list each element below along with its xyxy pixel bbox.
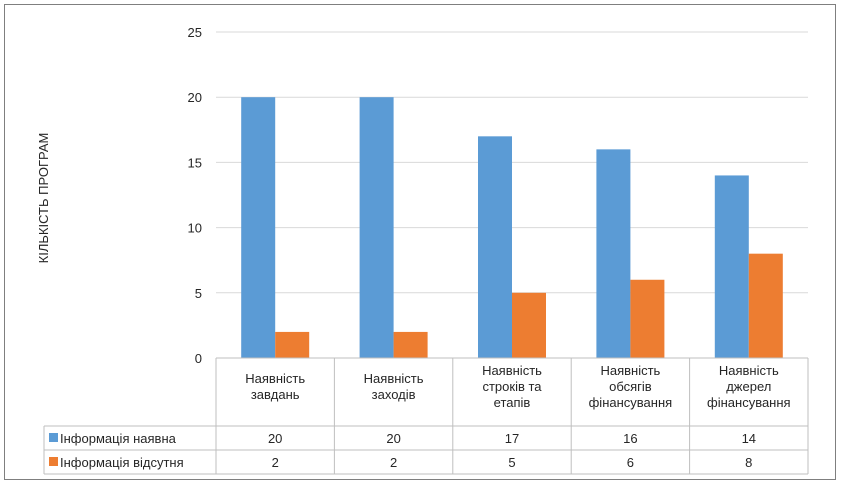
legend-key <box>49 433 58 442</box>
y-tick-label: 15 <box>188 155 202 170</box>
y-tick-label: 10 <box>188 221 202 236</box>
y-tick-label: 20 <box>188 90 202 105</box>
data-table-value: 14 <box>742 431 756 446</box>
bar-missing <box>748 253 783 358</box>
x-category-label: заходів <box>372 387 416 402</box>
bar-available <box>714 175 749 358</box>
y-tick-label: 25 <box>188 25 202 40</box>
y-tick-label: 5 <box>195 286 202 301</box>
x-category-label: Наявність <box>719 363 779 378</box>
x-category-label: джерел <box>726 379 771 394</box>
data-table-value: 6 <box>627 455 634 470</box>
data-table-value: 8 <box>745 455 752 470</box>
data-table-value: 2 <box>272 455 279 470</box>
x-category-label: Наявність <box>600 363 660 378</box>
x-category-label: фінансування <box>707 395 791 410</box>
x-category-label: обсягів <box>609 379 652 394</box>
x-category-label: етапів <box>494 395 531 410</box>
legend-label: Інформація наявна <box>60 431 177 446</box>
data-table-value: 17 <box>505 431 519 446</box>
bar-missing <box>630 279 665 358</box>
bar-available <box>596 149 631 358</box>
bar-missing <box>512 292 546 358</box>
bar-available <box>359 97 394 358</box>
x-category-label: Наявність <box>482 363 542 378</box>
legend-label: Інформація відсутня <box>60 455 184 470</box>
bar-available <box>241 97 276 358</box>
bar-missing <box>275 331 310 358</box>
data-table-value: 5 <box>508 455 515 470</box>
y-axis-title: КІЛЬКІСТЬ ПРОГРАМ <box>36 133 51 264</box>
x-category-label: фінансування <box>589 395 673 410</box>
data-table-value: 20 <box>386 431 400 446</box>
y-tick-label: 0 <box>195 351 202 366</box>
data-table-value: 20 <box>268 431 282 446</box>
x-category-label: строків та <box>482 379 542 394</box>
data-table-value: 2 <box>390 455 397 470</box>
x-category-label: завдань <box>251 387 300 402</box>
bar-available <box>478 136 512 358</box>
data-table-value: 16 <box>623 431 637 446</box>
chart-frame <box>4 4 836 480</box>
x-category-label: Наявність <box>245 371 305 386</box>
bar-missing <box>393 331 428 358</box>
legend-key <box>49 457 58 466</box>
x-category-label: Наявність <box>364 371 424 386</box>
